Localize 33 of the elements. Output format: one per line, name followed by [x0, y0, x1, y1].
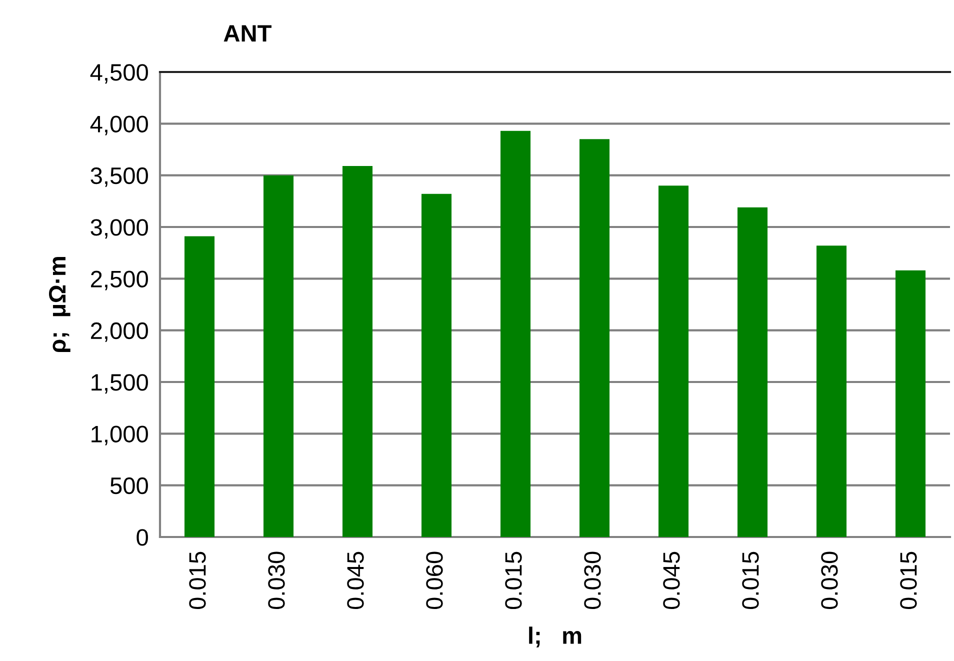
bar	[895, 270, 926, 537]
bar	[737, 207, 768, 537]
bar	[500, 130, 531, 537]
bar	[184, 236, 215, 537]
x-tick-label: 0.045	[347, 552, 364, 610]
y-tick-label: 4,000	[90, 116, 148, 136]
x-tick-label: 0.015	[189, 552, 206, 610]
y-tick-label: 0	[136, 529, 148, 546]
bar	[579, 139, 610, 537]
x-tick-label: 0.030	[821, 552, 838, 610]
y-axis-title: ρ; μΩ·m	[48, 257, 70, 352]
y-tick-label: 3,000	[90, 219, 148, 239]
bar	[421, 194, 452, 537]
bar	[816, 246, 847, 537]
y-tick-label: 4,500	[90, 64, 148, 84]
y-tick-label: 2,500	[90, 270, 148, 290]
y-tick-label: 500	[110, 477, 148, 494]
y-tick-label: 3,500	[90, 167, 148, 187]
y-tick-label: 1,500	[92, 374, 148, 394]
y-tick-label: 2,000	[90, 322, 148, 342]
x-tick-label: 0.045	[663, 552, 680, 610]
bar	[342, 166, 373, 537]
y-tick-label: 1,000	[92, 426, 148, 446]
chart-title: ANT	[224, 25, 272, 42]
bar	[263, 175, 294, 537]
x-tick-label: 0.030	[268, 552, 285, 610]
bar	[658, 186, 689, 537]
x-tick-label: 0.015	[505, 552, 522, 610]
x-tick-label: 0.015	[900, 552, 917, 610]
x-tick-label: 0.030	[584, 552, 601, 610]
x-tick-label: 0.015	[742, 552, 759, 610]
x-axis-title: l; m	[529, 626, 582, 648]
x-tick-label: 0.060	[426, 552, 443, 610]
